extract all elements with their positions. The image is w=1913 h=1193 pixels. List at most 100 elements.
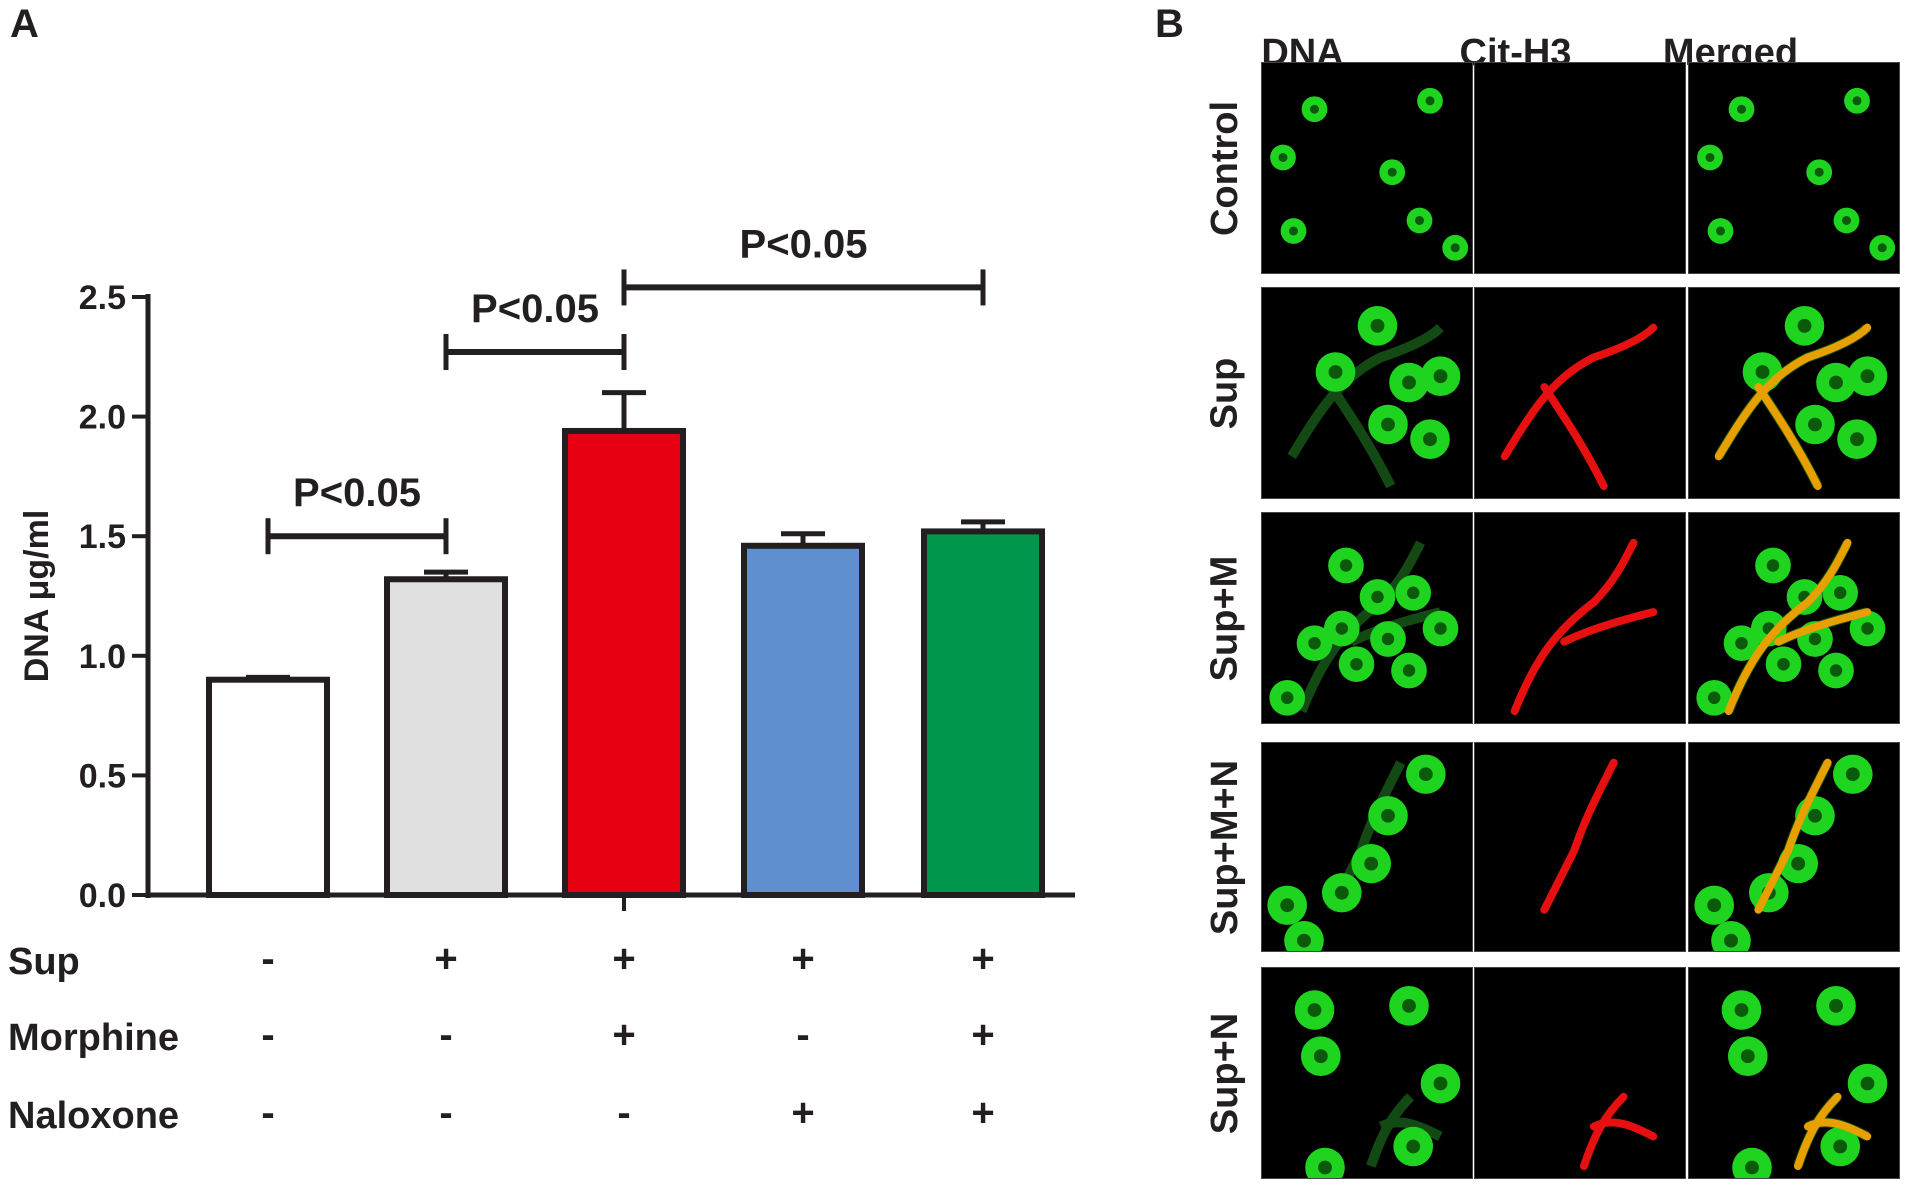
- nucleus-center: [1414, 215, 1425, 226]
- panel-b-label: B: [1155, 2, 1184, 46]
- nucleus-center: [1402, 998, 1416, 1013]
- micrograph-1-0: [1261, 287, 1473, 499]
- micrograph-image: [1714, 305, 1888, 491]
- dna-strand: [1724, 540, 1869, 713]
- nucleus-center: [1450, 243, 1460, 253]
- nucleus-center: [1339, 559, 1353, 572]
- nucleus-center: [1808, 417, 1822, 432]
- nucleus-center: [1406, 1139, 1421, 1154]
- micrograph-image: [1694, 754, 1873, 951]
- y-tick-label-1: 0.5: [79, 757, 126, 795]
- nucleus-center: [1705, 152, 1715, 163]
- nucleus-center: [1307, 1003, 1322, 1017]
- micrograph-3-0: [1261, 742, 1473, 952]
- cit-h3-signal: [1510, 538, 1658, 716]
- nucleus-center: [1433, 1076, 1448, 1091]
- nucleus-center: [1280, 898, 1295, 913]
- row-header-4: Sup+N: [1203, 1012, 1246, 1134]
- condition-sign-0-1: +: [434, 937, 457, 981]
- condition-sign-0-2: +: [612, 937, 635, 981]
- nucleus-center: [1814, 167, 1824, 177]
- nucleus-center: [1808, 632, 1822, 646]
- nucleus-center: [1766, 559, 1780, 572]
- nucleus-center: [1860, 1076, 1875, 1091]
- nucleus-center: [1829, 375, 1843, 390]
- micrograph-1-1: [1474, 287, 1686, 499]
- nucleus-center: [1791, 856, 1806, 871]
- nucleus-center: [1381, 417, 1395, 432]
- nucleus-center: [1734, 1003, 1749, 1017]
- micrograph-0-1: [1474, 62, 1686, 274]
- nucleus-center: [1423, 432, 1437, 447]
- sig-label-2: P<0.05: [740, 222, 868, 266]
- micrograph-image: [1294, 985, 1461, 1178]
- condition-sign-1-4: +: [971, 1013, 994, 1057]
- bar-3: [741, 542, 865, 898]
- nucleus-center: [1350, 657, 1363, 671]
- micrograph-image: [1540, 758, 1618, 914]
- micrograph-image: [1269, 540, 1459, 716]
- nucleus-center: [1745, 1160, 1759, 1175]
- row-header-1: Sup: [1203, 357, 1246, 429]
- bar-2: [562, 427, 686, 898]
- nucleus-center: [1833, 586, 1847, 600]
- panel-a-label: A: [10, 2, 39, 46]
- y-tick-label-3: 1.5: [79, 518, 126, 556]
- nucleus-center: [1829, 664, 1843, 677]
- nucleus-center: [1755, 365, 1770, 379]
- nucleus-center: [1860, 369, 1875, 384]
- nucleus-center: [1402, 664, 1416, 677]
- micrograph-image: [1267, 754, 1446, 951]
- nucleus-center: [1280, 691, 1294, 705]
- nucleus-center: [1278, 152, 1288, 163]
- condition-sign-0-0: -: [261, 937, 274, 981]
- micrograph-4-1: [1474, 967, 1686, 1179]
- micrograph-3-2: [1688, 742, 1900, 952]
- condition-sign-1-1: -: [439, 1013, 452, 1057]
- bar-chart: 0.0 0.5 1.0 1.5 2.0 2.5 DNA μg/ml P<0.05 P<0.05 P…: [8, 222, 1075, 1137]
- row-header-2: Sup+M: [1203, 555, 1246, 681]
- cit-h3-signal: [1580, 1092, 1658, 1171]
- nucleus-center: [1313, 1049, 1328, 1064]
- micrograph-image: [1580, 1092, 1658, 1171]
- condition-label-0: Sup: [8, 941, 80, 983]
- micrograph-image: [1287, 305, 1461, 489]
- sig-label-0: P<0.05: [293, 471, 421, 515]
- micrograph-4-2: [1688, 967, 1900, 1179]
- y-tick-label-2: 1.0: [79, 638, 126, 676]
- nucleus-center: [1288, 226, 1299, 236]
- row-header-0: Control: [1203, 100, 1246, 236]
- nucleus-center: [1724, 933, 1738, 948]
- micrograph-1-2: [1688, 287, 1900, 499]
- micrograph-image: [1696, 538, 1886, 716]
- micrograph-image: [1697, 87, 1896, 261]
- nucleus-center: [1364, 856, 1379, 871]
- nucleus-center: [1334, 885, 1349, 900]
- nucleus-center: [1318, 1160, 1332, 1175]
- micrograph-2-0: [1261, 512, 1473, 724]
- cit-h3-signal: [1794, 1092, 1872, 1171]
- y-tick-label-0: 0.0: [79, 877, 126, 915]
- nucleus-center: [1740, 1049, 1755, 1064]
- bar-4: [921, 528, 1045, 899]
- nucleus-center: [1434, 622, 1447, 635]
- bar-0: [206, 676, 330, 898]
- cit-h3-signal: [1724, 538, 1872, 716]
- nucleus-center: [1297, 933, 1311, 948]
- cit-h3-signal: [1714, 323, 1872, 491]
- nucleus-center: [1736, 104, 1747, 114]
- nucleus-center: [1406, 586, 1420, 600]
- nucleus-center: [1707, 898, 1722, 913]
- condition-sign-1-2: +: [612, 1013, 635, 1057]
- bar-1: [384, 576, 508, 898]
- cit-h3-signal: [1500, 323, 1658, 491]
- micrograph-3-1: [1474, 742, 1686, 952]
- nucleus-center: [1707, 691, 1721, 705]
- micrograph-image: [1475, 63, 1685, 273]
- nucleus-center: [1381, 632, 1395, 646]
- nucleus-center: [1715, 226, 1726, 236]
- micrograph-0-0: [1261, 62, 1473, 274]
- micrograph-image: [1721, 985, 1888, 1178]
- nucleus-center: [1829, 998, 1843, 1013]
- nucleus-center: [1861, 622, 1874, 635]
